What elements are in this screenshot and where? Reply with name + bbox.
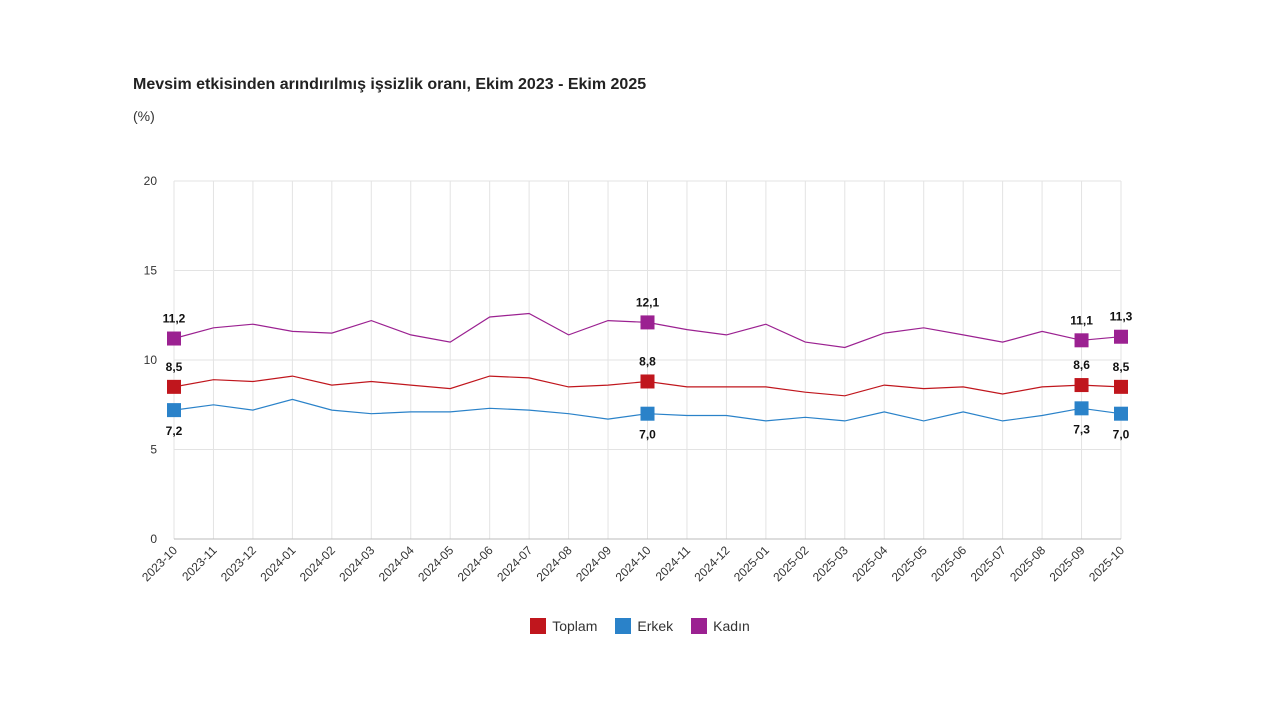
- x-tick-label: 2024-05: [415, 543, 456, 584]
- legend-label-toplam: Toplam: [552, 618, 598, 634]
- x-tick-label: 2024-02: [297, 543, 338, 584]
- data-label: 11,3: [1110, 310, 1133, 324]
- x-tick-label: 2023-12: [218, 543, 259, 584]
- x-tick-label: 2024-04: [376, 543, 417, 584]
- x-tick-label: 2023-10: [139, 543, 180, 584]
- y-tick-label: 10: [144, 353, 158, 367]
- x-tick-label: 2025-05: [889, 543, 930, 584]
- y-tick-label: 20: [144, 174, 158, 188]
- legend-swatch-toplam: [530, 618, 547, 634]
- data-label: 7,3: [1073, 422, 1090, 436]
- x-tick-label: 2025-04: [849, 543, 890, 584]
- data-point-toplam: [1114, 379, 1128, 394]
- x-tick-label: 2025-09: [1047, 543, 1088, 584]
- legend-label-kadin: Kadın: [713, 618, 750, 634]
- data-point-toplam: [167, 379, 181, 394]
- x-tick-label: 2025-07: [968, 543, 1009, 584]
- data-label: 8,5: [166, 360, 183, 374]
- x-tick-label: 2023-11: [179, 543, 220, 584]
- data-point-erkek: [1114, 406, 1128, 421]
- chart-unit: (%): [133, 108, 155, 124]
- y-tick-label: 0: [150, 532, 157, 546]
- legend-item-toplam[interactable]: Toplam: [528, 618, 599, 634]
- data-label: 7,2: [166, 424, 183, 438]
- data-point-kadın: [1074, 333, 1089, 348]
- data-point-toplam: [1074, 378, 1089, 393]
- x-tick-label: 2025-06: [928, 543, 969, 584]
- x-tick-label: 2024-07: [494, 543, 535, 584]
- x-tick-label: 2025-08: [1007, 543, 1048, 584]
- data-label: 8,6: [1073, 358, 1090, 372]
- x-tick-label: 2024-08: [534, 543, 575, 584]
- legend-label-erkek: Erkek: [637, 618, 674, 634]
- x-tick-label: 2024-12: [691, 543, 732, 584]
- data-label: 8,8: [639, 354, 656, 368]
- chart-legend: Toplam Erkek Kadın: [0, 618, 1280, 634]
- x-tick-label: 2024-06: [455, 543, 496, 584]
- data-point-toplam: [640, 374, 655, 389]
- x-tick-label: 2025-01: [731, 543, 772, 584]
- data-label: 12,1: [636, 295, 660, 309]
- data-point-kadın: [1114, 329, 1128, 344]
- legend-item-kadin[interactable]: Kadın: [689, 618, 752, 634]
- x-tick-label: 2024-09: [573, 543, 614, 584]
- legend-item-erkek[interactable]: Erkek: [613, 618, 675, 634]
- y-tick-label: 5: [150, 443, 157, 457]
- data-label: 11,1: [1070, 313, 1093, 327]
- data-point-erkek: [640, 406, 655, 421]
- data-label: 8,5: [1113, 360, 1130, 374]
- data-label: 7,0: [639, 428, 656, 442]
- x-tick-label: 2025-03: [810, 543, 851, 584]
- data-point-erkek: [1074, 401, 1089, 416]
- x-tick-label: 2024-01: [257, 543, 298, 584]
- x-tick-label: 2024-10: [613, 543, 654, 584]
- x-tick-label: 2024-11: [653, 543, 694, 584]
- x-tick-label: 2025-02: [770, 543, 811, 584]
- data-label: 7,0: [1113, 428, 1130, 442]
- x-tick-label: 2025-10: [1086, 543, 1127, 584]
- y-tick-label: 15: [144, 264, 158, 278]
- legend-swatch-erkek: [615, 618, 632, 634]
- data-label: 11,2: [163, 312, 186, 326]
- x-tick-label: 2024-03: [336, 543, 377, 584]
- data-point-kadın: [640, 315, 655, 330]
- chart-title: Mevsim etkisinden arındırılmış işsizlik …: [133, 76, 647, 93]
- legend-swatch-kadin: [691, 618, 708, 634]
- data-point-erkek: [167, 403, 181, 418]
- data-point-kadın: [167, 331, 181, 346]
